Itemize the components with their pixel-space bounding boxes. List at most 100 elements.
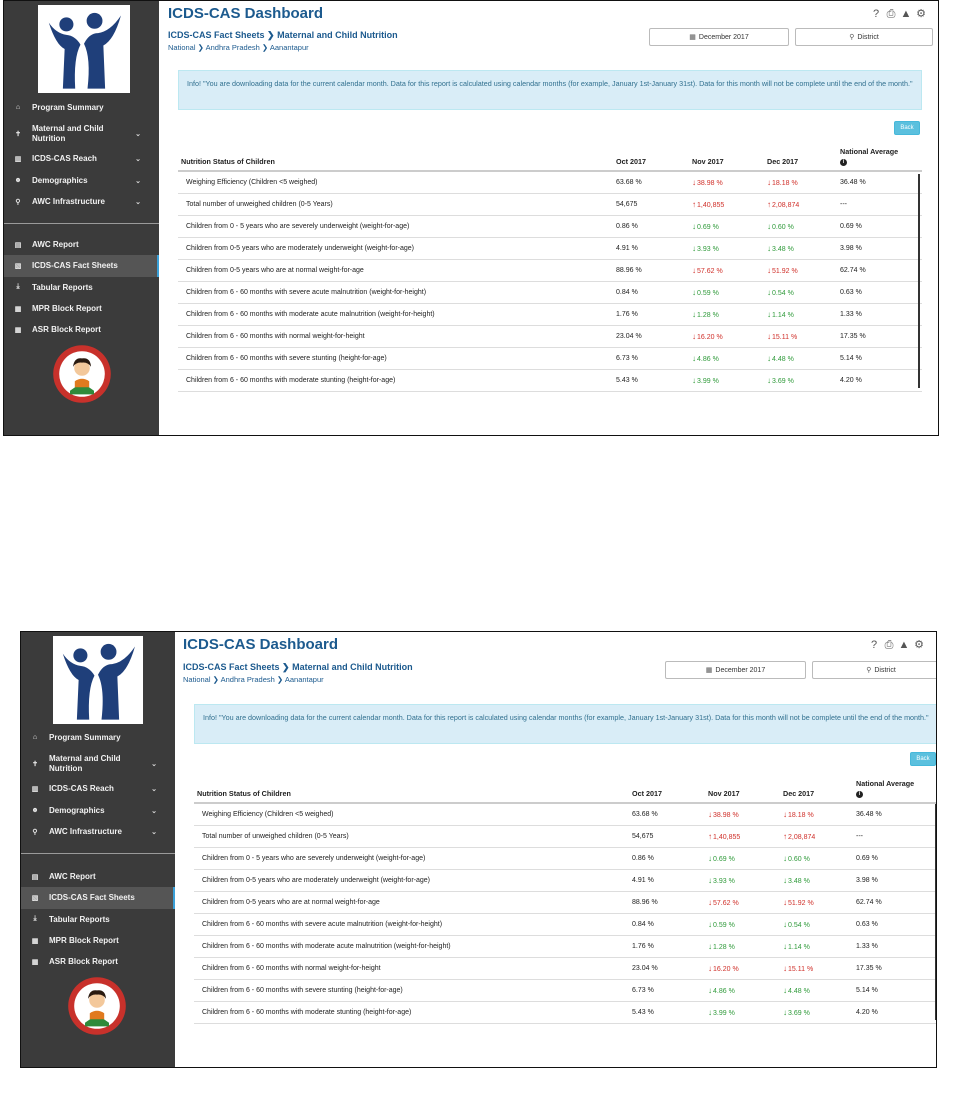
sidebar-item-maternal-and-child-nutrition[interactable]: ✝ Maternal and Child Nutrition ⌄: [21, 749, 175, 779]
row-dec-value: 3.69 %: [772, 378, 794, 385]
arrow-down-icon: ↓: [708, 898, 712, 907]
location-breadcrumb: National ❯ Andhra Pradesh ❯ Aanantapur: [183, 675, 324, 684]
row-national-value: 0.63 %: [856, 921, 878, 928]
sidebar-item-icds-cas-reach[interactable]: ▥ ICDS-CAS Reach ⌄: [4, 149, 159, 171]
location-filter-label: District: [857, 33, 879, 41]
chevron-right-icon: ❯: [261, 43, 269, 52]
sidebar-item-asr-block-report[interactable]: ▦ ASR Block Report: [4, 319, 159, 340]
table-row: Children from 6 - 60 months with severe …: [194, 980, 936, 1002]
chevron-down-icon[interactable]: ⌄: [151, 760, 157, 768]
arrow-down-icon: ↓: [767, 354, 771, 363]
location-filter-button[interactable]: ⚲ District: [795, 28, 933, 46]
chevron-down-icon[interactable]: ⌄: [135, 130, 141, 138]
row-dec-cell: ↓51.92 %: [767, 266, 840, 275]
sidebar-item-awc-infrastructure[interactable]: ⚲ AWC Infrastructure ⌄: [21, 822, 175, 844]
location-breadcrumb: National ❯ Andhra Pradesh ❯ Aanantapur: [168, 43, 309, 52]
sidebar-item-awc-report[interactable]: ▤ AWC Report: [21, 866, 175, 887]
gear-icon[interactable]: ⚙: [914, 639, 924, 651]
row-dec-cell: ↓0.60 %: [783, 854, 856, 863]
sidebar-item-tabular-reports[interactable]: ⤓ Tabular Reports: [21, 909, 175, 930]
chevron-down-icon[interactable]: ⌄: [151, 807, 157, 815]
table-row: Children from 6 - 60 months with moderat…: [194, 1002, 936, 1024]
row-national-value: 3.98 %: [840, 245, 862, 252]
row-dec-value: 0.54 %: [772, 290, 794, 297]
sidebar-item-awc-report[interactable]: ▤ AWC Report: [4, 234, 159, 255]
sidebar-item-label: Demographics: [49, 805, 105, 815]
row-label: Total number of unweighed children (0-5 …: [186, 201, 333, 208]
row-label: Children from 6 - 60 months with moderat…: [202, 1009, 412, 1016]
sidebar-item-label: Maternal and Child Nutrition: [49, 753, 121, 773]
table-row: Children from 6 - 60 months with severe …: [178, 348, 922, 370]
sidebar-item-icds-cas-fact-sheets[interactable]: ▧ ICDS-CAS Fact Sheets: [21, 887, 175, 909]
info-icon[interactable]: i: [840, 159, 847, 166]
arrow-down-icon: ↓: [708, 964, 712, 973]
back-button[interactable]: Back: [910, 752, 936, 766]
help-icon[interactable]: ?: [870, 639, 878, 651]
location-state[interactable]: Andhra Pradesh: [205, 43, 260, 52]
sidebar-item-program-summary[interactable]: ⌂ Program Summary: [21, 727, 175, 749]
sidebar-item-demographics[interactable]: ☻ Demographics ⌄: [4, 170, 159, 192]
chevron-down-icon[interactable]: ⌄: [135, 177, 141, 185]
icds-logo: [53, 636, 143, 724]
arrow-down-icon: ↓: [692, 354, 696, 363]
row-dec-cell: ↑2,08,874: [767, 200, 840, 209]
row-dec-value: 0.60 %: [788, 856, 810, 863]
sidebar-item-tabular-reports[interactable]: ⤓ Tabular Reports: [4, 277, 159, 298]
nutrition-table: Nutrition Status of Children Oct 2017 No…: [194, 778, 936, 1024]
print-icon[interactable]: ⎙: [886, 8, 896, 20]
chevron-down-icon[interactable]: ⌄: [135, 199, 141, 207]
date-filter-button[interactable]: ▦ December 2017: [665, 661, 806, 679]
child-icon: ✝: [32, 760, 38, 768]
sidebar-item-label: MPR Block Report: [49, 936, 119, 946]
table-row: Children from 0 - 5 years who are severe…: [178, 216, 922, 238]
sidebar-item-label: AWC Report: [49, 872, 96, 882]
chevron-down-icon[interactable]: ⌄: [151, 786, 157, 794]
row-nov-value: 1.28 %: [697, 312, 719, 319]
row-dec-cell: ↓3.69 %: [783, 1008, 856, 1017]
row-oct-value: 1.76 %: [632, 943, 654, 950]
sidebar-item-program-summary[interactable]: ⌂ Program Summary: [4, 97, 159, 119]
row-nov-value: 0.69 %: [697, 224, 719, 231]
row-national-value: 0.63 %: [840, 289, 862, 296]
breadcrumb-section[interactable]: ICDS-CAS Fact Sheets: [183, 662, 280, 672]
sidebar-item-icds-cas-reach[interactable]: ▥ ICDS-CAS Reach ⌄: [21, 779, 175, 801]
breadcrumb-section[interactable]: ICDS-CAS Fact Sheets: [168, 30, 265, 40]
row-label: Children from 6 - 60 months with moderat…: [186, 377, 396, 384]
header-oct: Oct 2017: [632, 789, 662, 798]
alert-icon[interactable]: ▲: [898, 639, 910, 651]
header-nov: Nov 2017: [708, 789, 740, 798]
sidebar-item-mpr-block-report[interactable]: ▦ MPR Block Report: [4, 298, 159, 319]
print-icon[interactable]: ⎙: [884, 639, 894, 651]
row-oct-value: 6.73 %: [616, 355, 638, 362]
table-scrollbar[interactable]: [935, 804, 936, 1020]
row-nov-value: 3.99 %: [697, 378, 719, 385]
sidebar-item-icds-cas-fact-sheets[interactable]: ▧ ICDS-CAS Fact Sheets: [4, 255, 159, 277]
sidebar-item-demographics[interactable]: ☻ Demographics ⌄: [21, 800, 175, 822]
help-icon[interactable]: ?: [872, 8, 880, 20]
row-label: Children from 6 - 60 months with severe …: [186, 289, 427, 296]
row-national-value: 4.20 %: [840, 377, 862, 384]
sidebar-item-mpr-block-report[interactable]: ▦ MPR Block Report: [21, 930, 175, 951]
sidebar-item-awc-infrastructure[interactable]: ⚲ AWC Infrastructure ⌄: [4, 192, 159, 214]
back-button[interactable]: Back: [894, 121, 920, 135]
chevron-right-icon: ❯: [267, 30, 275, 40]
sidebar-main-nav: ⌂ Program Summary ✝ Maternal and Child Nutr…: [21, 727, 175, 843]
location-state[interactable]: Andhra Pradesh: [220, 675, 275, 684]
location-filter-button[interactable]: ⚲ District: [812, 661, 936, 679]
table-scrollbar[interactable]: [918, 174, 920, 388]
gear-icon[interactable]: ⚙: [916, 8, 926, 20]
alert-icon[interactable]: ▲: [900, 8, 912, 20]
location-national[interactable]: National: [183, 675, 211, 684]
info-icon[interactable]: i: [856, 791, 863, 798]
row-national-value: 0.69 %: [840, 223, 862, 230]
sidebar-item-asr-block-report[interactable]: ▦ ASR Block Report: [21, 951, 175, 972]
chevron-down-icon[interactable]: ⌄: [151, 829, 157, 837]
table-row: Weighing Efficiency (Children <5 weighed…: [178, 172, 922, 194]
row-oct-value: 54,675: [616, 201, 638, 208]
location-national[interactable]: National: [168, 43, 196, 52]
chevron-down-icon[interactable]: ⌄: [135, 156, 141, 164]
row-label: Weighing Efficiency (Children <5 weighed…: [202, 811, 334, 818]
chart-icon: ▥: [31, 786, 39, 794]
sidebar-item-maternal-and-child-nutrition[interactable]: ✝ Maternal and Child Nutrition ⌄: [4, 119, 159, 149]
date-filter-button[interactable]: ▦ December 2017: [649, 28, 789, 46]
